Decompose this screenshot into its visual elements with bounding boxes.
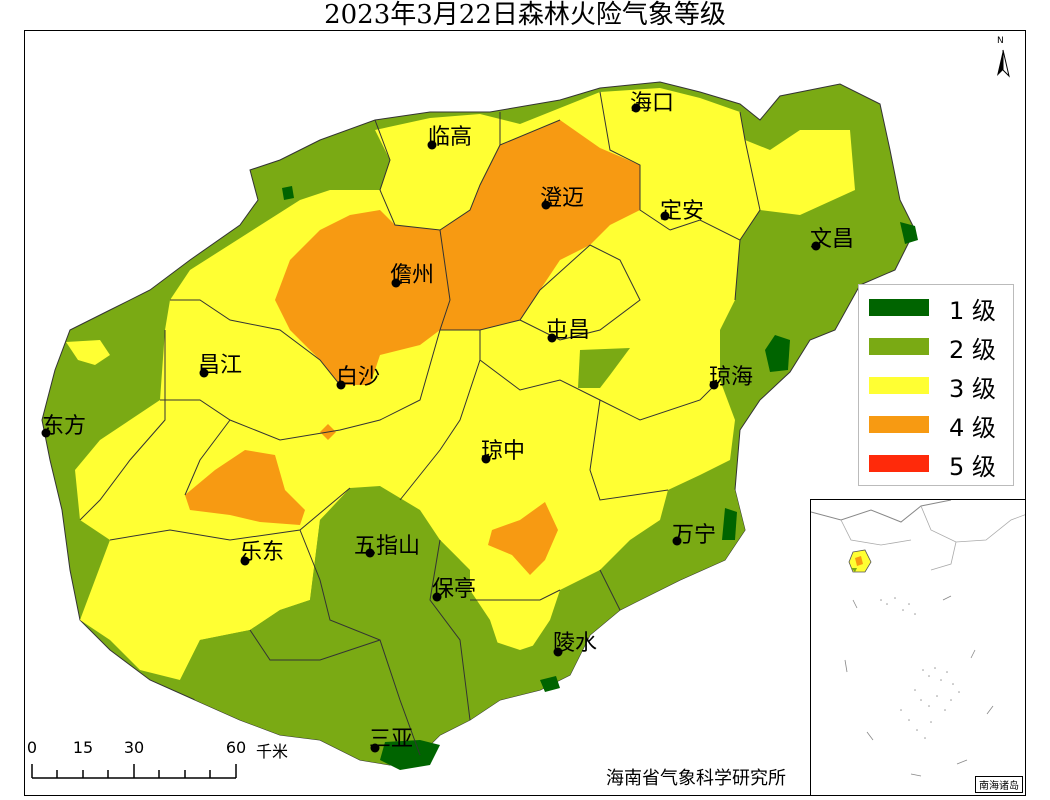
- map-frame: [24, 30, 1026, 796]
- legend-label: 2 级: [949, 336, 996, 364]
- city-changjiang: 昌江: [198, 353, 242, 378]
- city-qionghai: 琼海: [709, 365, 753, 390]
- svg-text:白沙: 白沙: [336, 365, 380, 390]
- svg-text:文昌: 文昌: [810, 227, 854, 252]
- legend-swatch: [869, 377, 929, 394]
- city-ding-an: 定安: [660, 199, 704, 224]
- legend-label: 4 级: [949, 414, 996, 442]
- legend-label: 3 级: [949, 375, 996, 403]
- county-boundaries: [79, 91, 761, 756]
- svg-text:定安: 定安: [660, 199, 704, 224]
- svg-text:昌江: 昌江: [198, 353, 242, 378]
- svg-text:五指山: 五指山: [354, 534, 420, 559]
- svg-text:澄迈: 澄迈: [540, 186, 584, 211]
- svg-text:儋州: 儋州: [390, 263, 434, 288]
- north-label: N: [997, 36, 1004, 46]
- svg-text:保亭: 保亭: [432, 577, 476, 602]
- city-haikou: 海口: [630, 91, 674, 116]
- south-china-sea-inset: 南海诸岛: [810, 499, 1026, 796]
- zone-level-4-north: [275, 120, 640, 385]
- scale-bar: [31, 764, 237, 779]
- svg-text:临高: 临高: [428, 125, 472, 150]
- legend-item-level-5: 5 级: [869, 447, 1009, 481]
- scale-unit: 千米: [256, 742, 289, 761]
- scale-tick-label: 60: [225, 738, 247, 757]
- city-danzhou: 儋州: [390, 263, 434, 288]
- zone-level-1-wenchang: [900, 222, 918, 244]
- zone-level-1-qionghai: [765, 335, 790, 372]
- legend: 1 级 2 级 3 级 4 级 5 级: [858, 284, 1014, 486]
- scale-tick-label: 30: [123, 738, 145, 757]
- svg-text:琼海: 琼海: [709, 365, 753, 390]
- zone-level-2-south: [180, 470, 745, 765]
- scale-tick-label: 0: [26, 738, 38, 757]
- zone-level-1-lingshui: [540, 676, 560, 692]
- svg-text:三亚: 三亚: [369, 727, 413, 752]
- legend-item-level-4: 4 级: [869, 408, 1009, 442]
- zone-level-4-baoting: [488, 502, 558, 575]
- city-lingao: 临高: [427, 125, 472, 150]
- zone-level-1-wanning: [722, 508, 737, 540]
- svg-text:万宁: 万宁: [672, 523, 716, 548]
- legend-swatch: [869, 416, 929, 433]
- city-qiongzhong: 琼中: [481, 439, 525, 464]
- city-tunchang: 屯昌: [546, 318, 590, 343]
- city-dongfang: 东方: [41, 414, 86, 439]
- legend-item-level-1: 1 级: [869, 291, 1009, 325]
- scale-tick-label: 15: [72, 738, 94, 757]
- city-wuzhishan: 五指山: [354, 534, 420, 559]
- legend-swatch: [869, 299, 929, 316]
- city-baisha: 白沙: [336, 365, 380, 390]
- map-title: 2023年3月22日森林火险气象等级: [324, 0, 726, 30]
- city-wenchang: 文昌: [810, 227, 854, 252]
- legend-swatch: [869, 455, 929, 472]
- city-lingshui: 陵水: [553, 631, 597, 657]
- svg-text:琼中: 琼中: [481, 439, 525, 464]
- zone-level-1-sanya: [380, 740, 440, 770]
- city-markers: 海口 临高 澄迈 定安 文昌 儋州 屯昌 昌江 白沙 琼海 东方 琼中 万宁 乐…: [41, 91, 854, 753]
- legend-label: 5 级: [949, 453, 996, 481]
- source-credit: 海南省气象科学研究所: [606, 768, 786, 789]
- legend-swatch: [869, 338, 929, 355]
- svg-text:乐东: 乐东: [240, 540, 284, 565]
- inset-label: 南海诸岛: [975, 776, 1023, 793]
- legend-item-level-3: 3 级: [869, 369, 1009, 403]
- zone-level-3-west: [66, 340, 110, 365]
- zone-level-1-lingao: [282, 186, 294, 200]
- city-wanning: 万宁: [672, 523, 716, 548]
- zone-level-4-ledong: [185, 450, 305, 525]
- svg-text:陵水: 陵水: [553, 631, 597, 656]
- north-arrow-icon: [997, 49, 1010, 78]
- city-sanya: 三亚: [369, 727, 413, 753]
- inset-map: [811, 500, 1025, 777]
- city-baoting: 保亭: [432, 577, 476, 602]
- legend-label: 1 级: [949, 297, 996, 325]
- svg-text:海口: 海口: [630, 91, 674, 116]
- svg-text:屯昌: 屯昌: [546, 318, 590, 343]
- city-ledong: 乐东: [240, 540, 284, 566]
- zone-level-2-tunchang: [578, 348, 630, 388]
- svg-text:东方: 东方: [42, 414, 86, 439]
- legend-item-level-2: 2 级: [869, 330, 1009, 364]
- zone-level-3-main: [75, 88, 855, 680]
- city-chengmai: 澄迈: [540, 186, 584, 211]
